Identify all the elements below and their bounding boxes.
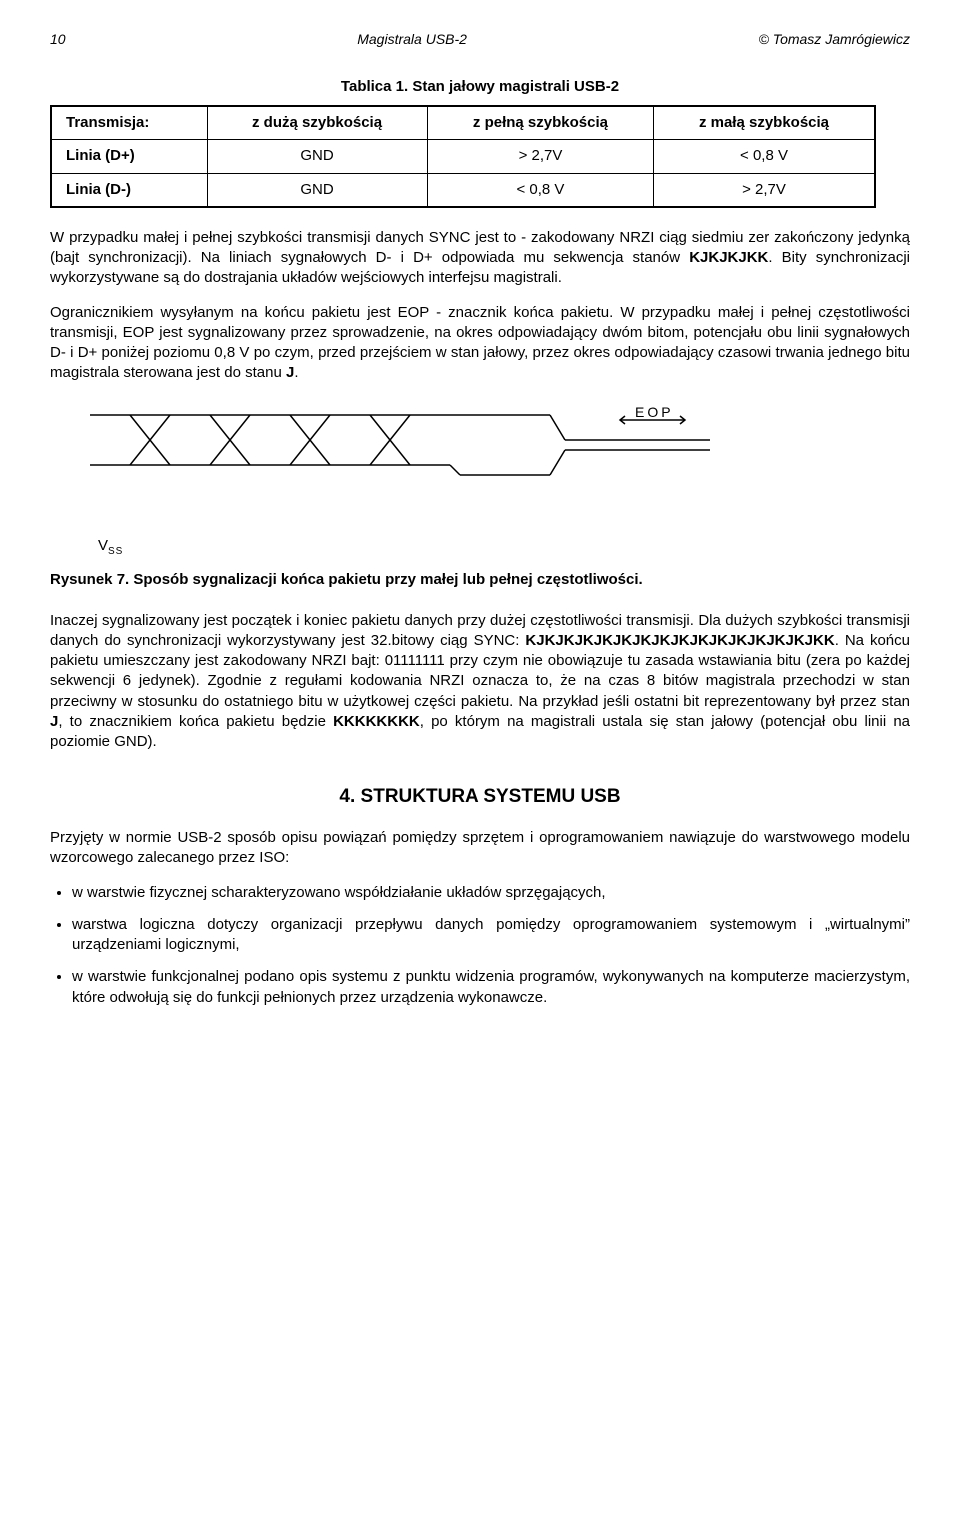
page-number: 10 — [50, 30, 66, 49]
table-header-cell: z małą szybkością — [654, 106, 875, 140]
table-row: Linia (D+) GND > 2,7V < 0,8 V — [51, 140, 875, 173]
paragraph-eop: Ogranicznikiem wysyłanym na końcu pakiet… — [50, 303, 910, 384]
list-item: warstwa logiczna dotyczy organizacji prz… — [72, 915, 910, 956]
table-header-cell: Transmisja: — [51, 106, 207, 140]
table-cell: > 2,7V — [427, 140, 654, 173]
section4-heading: 4. STRUKTURA SYSTEMU USB — [50, 784, 910, 810]
table1: Transmisja: z dużą szybkością z pełną sz… — [50, 105, 876, 208]
figure7-caption: Rysunek 7. Sposób sygnalizacji końca pak… — [50, 570, 910, 590]
table-cell: Linia (D+) — [51, 140, 207, 173]
table-header-cell: z pełną szybkością — [427, 106, 654, 140]
table-cell: < 0,8 V — [427, 173, 654, 207]
table-cell: < 0,8 V — [654, 140, 875, 173]
bullet-list: w warstwie fizycznej scharakteryzowano w… — [72, 883, 910, 1008]
paragraph-section4-intro: Przyjęty w normie USB-2 sposób opisu pow… — [50, 828, 910, 869]
figure7-diagram: EOP VSS — [90, 400, 910, 559]
copyright: © Tomasz Jamrógiewicz — [759, 30, 910, 49]
table-row: Transmisja: z dużą szybkością z pełną sz… — [51, 106, 875, 140]
table-header-cell: z dużą szybkością — [207, 106, 427, 140]
table1-caption: Tablica 1. Stan jałowy magistrali USB-2 — [50, 77, 910, 97]
list-item: w warstwie fizycznej scharakteryzowano w… — [72, 883, 910, 903]
table-cell: GND — [207, 140, 427, 173]
table-cell: GND — [207, 173, 427, 207]
list-item: w warstwie funkcjonalnej podano opis sys… — [72, 967, 910, 1008]
page-header: 10 Magistrala USB-2 © Tomasz Jamrógiewic… — [50, 30, 910, 49]
table-cell: > 2,7V — [654, 173, 875, 207]
doc-title: Magistrala USB-2 — [357, 30, 467, 49]
paragraph-highspeed: Inaczej sygnalizowany jest początek i ko… — [50, 611, 910, 753]
vss-label: VSS — [98, 536, 910, 559]
table-cell: Linia (D-) — [51, 173, 207, 207]
table-row: Linia (D-) GND < 0,8 V > 2,7V — [51, 173, 875, 207]
paragraph-sync: W przypadku małej i pełnej szybkości tra… — [50, 228, 910, 289]
eop-label: EOP — [635, 404, 674, 420]
